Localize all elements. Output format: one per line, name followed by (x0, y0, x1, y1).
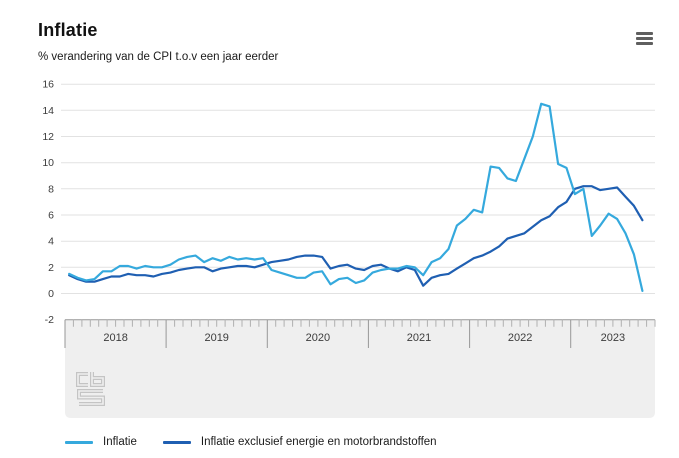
axis-footer-panel (65, 319, 655, 418)
inflatie-line-swatch (65, 440, 93, 444)
hamburger-menu-icon[interactable] (636, 32, 653, 45)
year-label: 2021 (407, 332, 431, 344)
hamburger-bar (636, 42, 653, 45)
chart-title: Inflatie (38, 20, 98, 40)
y-tick-label: 12 (42, 131, 54, 143)
year-label: 2019 (204, 332, 228, 344)
year-label: 2022 (508, 332, 532, 344)
legend-label-kerninflatie: Inflatie exclusief energie en motorbrand… (200, 436, 437, 448)
y-tick-label: 16 (42, 79, 54, 91)
y-tick-label: 2 (48, 262, 54, 274)
y-tick-label: -2 (45, 314, 54, 326)
y-tick-label: 8 (48, 183, 54, 195)
year-label: 2023 (601, 332, 625, 344)
legend-label-inflatie: Inflatie (103, 436, 137, 448)
cbs-logo (76, 372, 105, 406)
y-tick-label: 4 (48, 236, 54, 248)
cbs-logo-glyph-inner (78, 390, 104, 405)
inflatie-line (68, 102, 644, 292)
year-label: 2018 (103, 332, 127, 344)
hamburger-bar (636, 32, 653, 35)
y-tick-label: 6 (48, 210, 54, 222)
cbs-logo-glyph (76, 372, 88, 387)
y-tick-label: 14 (42, 105, 54, 117)
chart-subtitle: % verandering van de CPI t.o.v een jaar … (38, 51, 279, 63)
year-label: 2020 (306, 332, 330, 344)
hamburger-bar (636, 37, 653, 40)
y-tick-label: 0 (48, 288, 54, 300)
cbs-logo-glyph-inner (77, 373, 88, 386)
y-tick-label: 10 (42, 157, 54, 169)
kerninflatie-line-swatch (162, 440, 191, 444)
cbs-logo-glyph-inner (91, 372, 104, 386)
legend-item-kerninflatie[interactable]: Inflatie exclusief energie en motorbrand… (162, 436, 437, 448)
legend-item-inflatie[interactable]: Inflatie (65, 436, 137, 448)
kerninflatie-line (68, 185, 644, 287)
chart-legend: Inflatie Inflatie exclusief energie en m… (65, 436, 437, 448)
